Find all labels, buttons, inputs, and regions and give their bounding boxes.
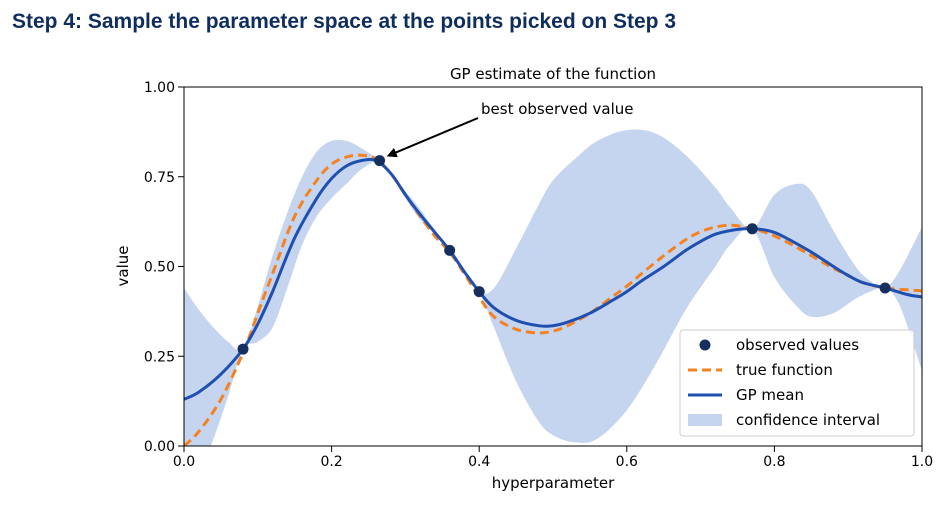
observed-point: [473, 286, 485, 298]
y-tick-label: 0.75: [144, 170, 175, 186]
y-axis-label: value: [114, 246, 132, 287]
plot-area: [184, 129, 922, 446]
page-heading: Step 4: Sample the parameter space at th…: [12, 10, 677, 33]
legend: observed values true function GP mean confi…: [679, 329, 915, 437]
x-tick-label: 1.0: [911, 454, 933, 470]
legend-marker-confidence: [688, 414, 722, 426]
annotation-arrow: [386, 117, 479, 158]
legend-label: confidence interval: [736, 411, 880, 429]
x-tick-label: 0.0: [173, 454, 195, 470]
annotation-label: best observed value: [481, 100, 634, 118]
x-tick-label: 0.8: [763, 454, 785, 470]
legend-label: true function: [736, 361, 833, 379]
observed-point: [444, 244, 456, 256]
legend-box: [679, 329, 915, 437]
gp-mean-line: [184, 157, 922, 401]
y-tick-label: 1.00: [144, 80, 175, 96]
x-tick-label: 0.2: [320, 454, 342, 470]
y-tick-label: 0.25: [144, 349, 175, 365]
observed-point: [374, 155, 386, 167]
axes: 0.0 0.2 0.4 0.6 0.8 1.0 0.00 0.25 0.50 0.75 1.00: [144, 80, 933, 470]
y-tick-label: 0.00: [144, 439, 175, 455]
observed-point: [879, 282, 891, 294]
y-tick-label: 0.50: [144, 260, 175, 276]
legend-label: observed values: [736, 336, 859, 354]
confidence-band: [184, 129, 922, 446]
x-tick-label: 0.6: [616, 454, 638, 470]
true-function-line: [184, 153, 922, 446]
x-axis-label: hyperparameter: [492, 474, 615, 492]
observed-point: [237, 343, 249, 355]
x-tick-label: 0.4: [468, 454, 490, 470]
legend-marker-observed: [699, 339, 711, 351]
observed-point: [746, 223, 758, 235]
annotation: best observed value: [386, 100, 634, 158]
legend-label: GP mean: [736, 386, 804, 404]
chart-title: GP estimate of the function: [450, 65, 656, 83]
